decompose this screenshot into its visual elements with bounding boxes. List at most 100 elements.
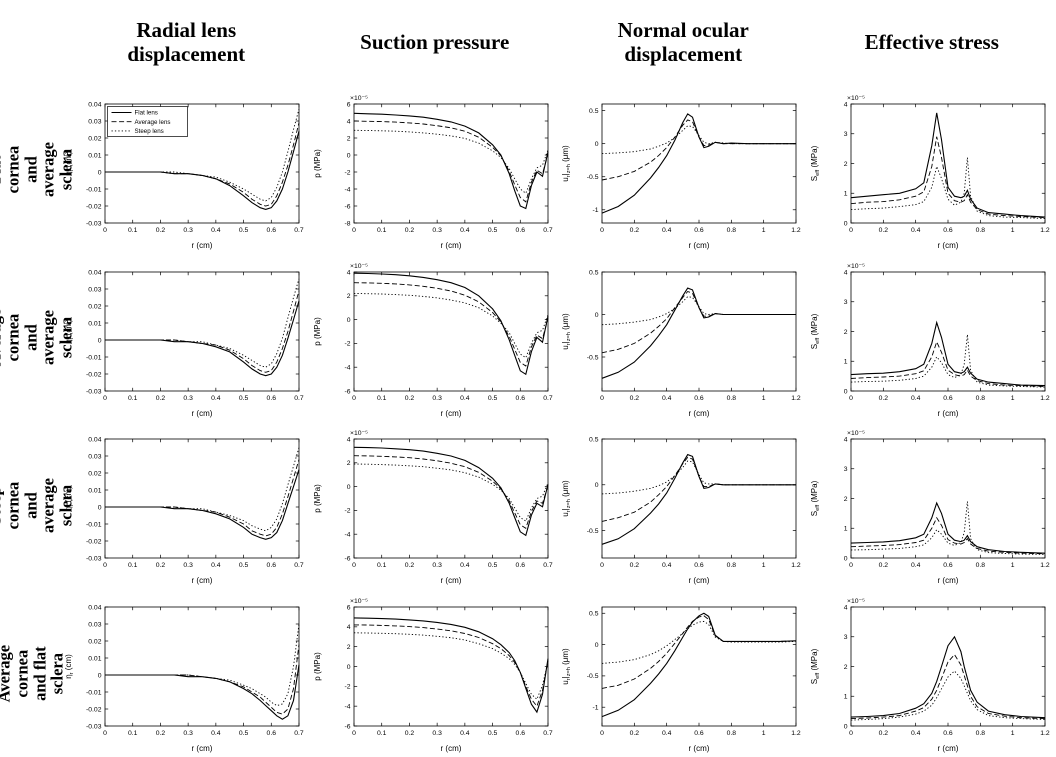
chart-canvas: 0 0.1 0.2 0.3 0.4 0.5 0.6 0.7 -6 -4 -2 0 2 4 r (cm) p (…	[313, 263, 553, 418]
svg-text:0: 0	[346, 152, 350, 159]
svg-text:2: 2	[843, 161, 847, 168]
svg-text:0.02: 0.02	[89, 471, 102, 478]
svg-text:Seff (MPa): Seff (MPa)	[810, 313, 821, 349]
svg-text:-0.03: -0.03	[86, 388, 102, 395]
chart-canvas: 0 0.2 0.4 0.6 0.8 1 1.2 -0.5 0 0.5 r (cm) ur|z=h (μ…	[561, 269, 801, 418]
svg-text:4: 4	[843, 437, 847, 444]
svg-text:4: 4	[346, 269, 350, 276]
svg-text:-4: -4	[344, 186, 350, 193]
svg-text:ur|z=h (μm): ur|z=h (μm)	[561, 313, 572, 350]
svg-text:-0.01: -0.01	[86, 186, 102, 193]
svg-text:0.7: 0.7	[295, 227, 305, 234]
svg-text:2: 2	[346, 135, 350, 142]
svg-text:6: 6	[346, 101, 350, 108]
svg-text:r (cm): r (cm)	[440, 409, 461, 418]
row-label-flat-cornea-average-sclera: Flat cornea and average sclera	[0, 86, 76, 254]
svg-text:0.03: 0.03	[89, 118, 102, 125]
svg-text:0.5: 0.5	[239, 730, 249, 737]
svg-text:4: 4	[843, 269, 847, 276]
svg-text:Seff (MPa): Seff (MPa)	[810, 481, 821, 517]
svg-text:0: 0	[843, 723, 847, 730]
svg-text:0.04: 0.04	[89, 604, 102, 611]
svg-text:0: 0	[352, 227, 356, 234]
svg-text:1.2: 1.2	[792, 562, 802, 569]
svg-text:-1: -1	[593, 207, 599, 214]
svg-text:0.6: 0.6	[267, 227, 277, 234]
corner-spacer	[0, 0, 62, 86]
svg-text:-0.01: -0.01	[86, 522, 102, 529]
svg-text:0: 0	[600, 562, 604, 569]
svg-text:-0.5: -0.5	[587, 528, 599, 535]
svg-text:6: 6	[346, 604, 350, 611]
svg-text:0.1: 0.1	[128, 562, 138, 569]
svg-text:0.3: 0.3	[184, 395, 194, 402]
svg-text:0: 0	[352, 395, 356, 402]
chart-canvas: 0 0.2 0.4 0.6 0.8 1 1.2 0 1 2 3 4 r (cm) Seff (MPa) ×1…	[810, 430, 1050, 585]
svg-text:0.2: 0.2	[630, 730, 640, 737]
svg-text:0.02: 0.02	[89, 303, 102, 310]
svg-text:0.3: 0.3	[432, 562, 442, 569]
svg-text:0: 0	[98, 169, 102, 176]
svg-text:0.2: 0.2	[630, 227, 640, 234]
svg-text:0.8: 0.8	[975, 730, 985, 737]
chart-r1-c4: 0 0.2 0.4 0.6 0.8 1 1.2 0 1 2 3 4 r (cm) Seff (MPa) ×1…	[808, 86, 1056, 254]
svg-text:0.2: 0.2	[878, 562, 888, 569]
svg-text:4: 4	[346, 437, 350, 444]
row-label-text: Average cornea and average sclera	[0, 308, 76, 367]
svg-text:0: 0	[849, 227, 853, 234]
svg-text:2: 2	[843, 664, 847, 671]
svg-text:Seff (MPa): Seff (MPa)	[810, 649, 821, 685]
chart-canvas: 0 0.1 0.2 0.3 0.4 0.5 0.6 0.7 -0.03 -0.02 -0.01 0 0.…	[64, 101, 305, 250]
svg-text:2: 2	[843, 328, 847, 335]
svg-text:r (cm): r (cm)	[440, 576, 461, 585]
svg-text:-0.02: -0.02	[86, 706, 102, 713]
svg-text:0.2: 0.2	[878, 227, 888, 234]
svg-text:0: 0	[103, 395, 107, 402]
svg-text:0.5: 0.5	[239, 395, 249, 402]
svg-text:0: 0	[600, 227, 604, 234]
svg-text:-2: -2	[344, 169, 350, 176]
chart-r4-c3: 0 0.2 0.4 0.6 0.8 1 1.2 -1 -0.5 0 0.5 r (cm) ur|z=h …	[559, 589, 808, 757]
svg-text:r (cm): r (cm)	[689, 576, 710, 585]
svg-text:0: 0	[849, 730, 853, 737]
svg-text:3: 3	[843, 466, 847, 473]
row-label-average-cornea-flat-sclera: Average cornea and flat sclera	[0, 589, 67, 757]
svg-text:0: 0	[346, 484, 350, 491]
svg-text:2: 2	[843, 496, 847, 503]
svg-text:4: 4	[843, 101, 847, 108]
svg-text:0.8: 0.8	[975, 395, 985, 402]
svg-text:0.2: 0.2	[156, 730, 166, 737]
svg-text:0.7: 0.7	[295, 395, 305, 402]
chart-r4-c4: 0 0.2 0.4 0.6 0.8 1 1.2 0 1 2 3 4 r (cm) Seff (MPa) ×1…	[808, 589, 1056, 757]
svg-text:-6: -6	[344, 723, 350, 730]
svg-text:0.2: 0.2	[878, 395, 888, 402]
chart-canvas: 0 0.1 0.2 0.3 0.4 0.5 0.6 0.7 -6 -4 -2 0 2 4 6 r (cm) p …	[313, 598, 553, 753]
svg-text:-8: -8	[344, 220, 350, 227]
svg-text:-6: -6	[344, 388, 350, 395]
chart-r3-c4: 0 0.2 0.4 0.6 0.8 1 1.2 0 1 2 3 4 r (cm) Seff (MPa) ×1…	[808, 422, 1056, 590]
svg-text:0.6: 0.6	[267, 395, 277, 402]
svg-text:r (cm): r (cm)	[689, 744, 710, 753]
svg-text:0: 0	[98, 337, 102, 344]
svg-text:0.4: 0.4	[211, 730, 221, 737]
chart-r1-c3: 0 0.2 0.4 0.6 0.8 1 1.2 -1 -0.5 0 0.5 r (cm) ur|z=h …	[559, 86, 808, 254]
svg-text:-0.03: -0.03	[86, 723, 102, 730]
svg-text:-0.02: -0.02	[86, 203, 102, 210]
svg-text:-1: -1	[593, 705, 599, 712]
svg-text:0.4: 0.4	[211, 562, 221, 569]
svg-text:0.3: 0.3	[184, 562, 194, 569]
svg-text:0.3: 0.3	[432, 227, 442, 234]
svg-text:0.5: 0.5	[488, 562, 498, 569]
svg-text:4: 4	[346, 118, 350, 125]
svg-text:Steep lens: Steep lens	[135, 128, 164, 135]
svg-text:0.4: 0.4	[911, 395, 921, 402]
svg-text:-0.01: -0.01	[86, 689, 102, 696]
svg-text:-4: -4	[344, 532, 350, 539]
svg-text:0.04: 0.04	[89, 269, 102, 276]
svg-text:0.03: 0.03	[89, 454, 102, 461]
chart-r2-c3: 0 0.2 0.4 0.6 0.8 1 1.2 -0.5 0 0.5 r (cm) ur|z=h (μ…	[559, 254, 808, 422]
svg-text:0.03: 0.03	[89, 621, 102, 628]
svg-text:0.3: 0.3	[184, 730, 194, 737]
svg-text:r (cm): r (cm)	[937, 409, 958, 418]
